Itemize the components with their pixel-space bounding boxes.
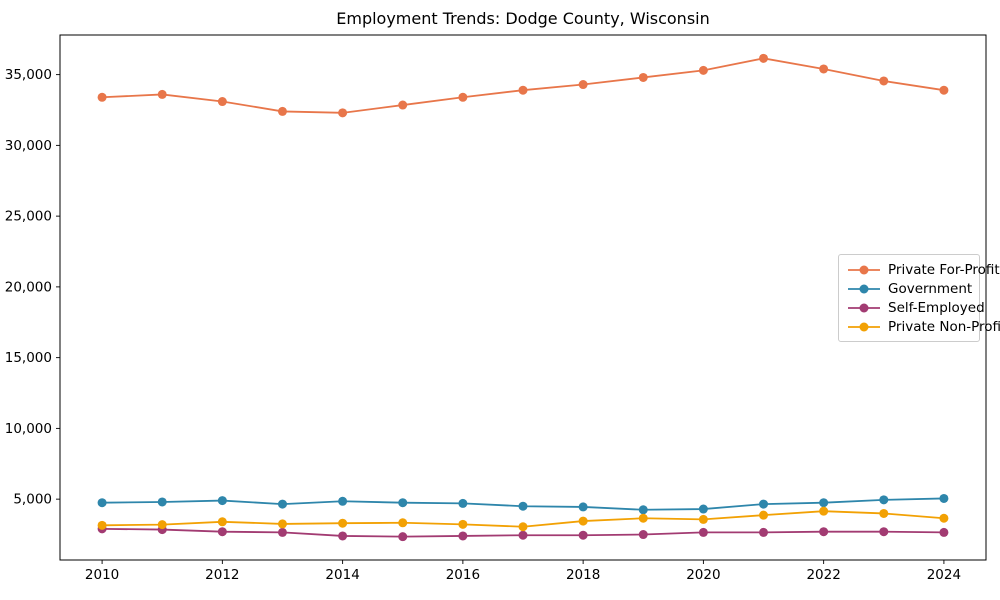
data-point-government-2014 bbox=[338, 496, 348, 506]
data-point-private-for-profit-2015 bbox=[398, 100, 408, 110]
data-point-government-2022 bbox=[819, 498, 829, 508]
data-point-private-for-profit-2013 bbox=[277, 106, 287, 116]
data-point-self-employed-2019 bbox=[638, 530, 648, 540]
data-point-government-2020 bbox=[698, 504, 708, 514]
data-point-self-employed-2024 bbox=[939, 527, 949, 537]
data-point-private-for-profit-2014 bbox=[338, 108, 348, 118]
y-tick-label: 10,000 bbox=[5, 421, 52, 437]
data-point-private-for-profit-2022 bbox=[819, 64, 829, 74]
plot-frame bbox=[59, 34, 987, 561]
data-point-private-for-profit-2018 bbox=[578, 80, 588, 90]
legend-item-self-employed: Self-Employed bbox=[847, 298, 985, 317]
data-point-private-for-profit-2010 bbox=[97, 92, 107, 102]
data-point-private-non-profit-2013 bbox=[277, 519, 287, 529]
data-point-private-for-profit-2019 bbox=[638, 72, 648, 82]
y-tick-label: 20,000 bbox=[5, 279, 52, 295]
legend-marker-private-for-profit bbox=[859, 265, 869, 274]
data-point-private-for-profit-2021 bbox=[759, 53, 769, 63]
legend-swatch-self-employed-icon bbox=[848, 303, 880, 312]
chart-title: Employment Trends: Dodge County, Wiscons… bbox=[336, 9, 710, 28]
x-tick-label: 2012 bbox=[205, 567, 239, 583]
data-point-private-for-profit-2020 bbox=[698, 65, 708, 75]
data-point-private-non-profit-2016 bbox=[458, 519, 468, 529]
data-point-private-non-profit-2012 bbox=[217, 517, 227, 527]
data-point-private-non-profit-2017 bbox=[518, 522, 528, 532]
data-point-self-employed-2023 bbox=[879, 527, 889, 537]
legend-label-private-non-profit: Private Non-Profit bbox=[888, 318, 1000, 335]
data-point-self-employed-2012 bbox=[217, 527, 227, 537]
data-point-private-non-profit-2018 bbox=[578, 516, 588, 526]
data-point-private-for-profit-2011 bbox=[157, 89, 167, 99]
data-point-government-2015 bbox=[398, 498, 408, 508]
data-point-private-for-profit-2012 bbox=[217, 97, 227, 107]
data-point-government-2019 bbox=[638, 505, 648, 515]
data-point-government-2021 bbox=[759, 499, 769, 509]
x-tick-label: 2020 bbox=[686, 567, 720, 583]
data-point-self-employed-2014 bbox=[338, 531, 348, 541]
legend-swatch-government-icon bbox=[848, 284, 880, 293]
data-point-private-non-profit-2021 bbox=[759, 510, 769, 520]
data-point-self-employed-2018 bbox=[578, 530, 588, 540]
legend-label-self-employed: Self-Employed bbox=[888, 299, 985, 316]
x-tick-label: 2014 bbox=[325, 567, 359, 583]
y-tick-label: 30,000 bbox=[5, 138, 52, 154]
data-point-private-non-profit-2024 bbox=[939, 513, 949, 523]
data-point-private-for-profit-2023 bbox=[879, 76, 889, 86]
data-point-self-employed-2021 bbox=[759, 527, 769, 537]
data-point-self-employed-2022 bbox=[819, 527, 829, 537]
y-tick-label: 5,000 bbox=[13, 492, 52, 508]
data-point-government-2013 bbox=[277, 499, 287, 509]
legend-item-government: Government bbox=[847, 279, 973, 298]
x-tick-label: 2016 bbox=[446, 567, 480, 583]
legend-swatch-private-for-profit-icon bbox=[848, 265, 880, 274]
data-point-private-non-profit-2010 bbox=[97, 520, 107, 530]
legend-item-private-non-profit: Private Non-Profit bbox=[847, 317, 1000, 336]
legend: Private For-Profit Government Self-Employe… bbox=[838, 254, 1000, 342]
legend-marker-government bbox=[859, 284, 869, 293]
data-point-self-employed-2017 bbox=[518, 530, 528, 540]
legend-item-private-for-profit: Private For-Profit bbox=[847, 260, 1000, 279]
x-tick-label: 2010 bbox=[85, 567, 119, 583]
legend-label-government: Government bbox=[888, 280, 973, 297]
data-point-self-employed-2016 bbox=[458, 531, 468, 541]
data-point-government-2023 bbox=[879, 495, 889, 505]
data-point-private-non-profit-2022 bbox=[819, 506, 829, 516]
y-tick-label: 35,000 bbox=[5, 67, 52, 83]
legend-label-private-for-profit: Private For-Profit bbox=[888, 261, 1000, 278]
y-tick-label: 25,000 bbox=[5, 209, 52, 225]
legend-marker-self-employed bbox=[859, 303, 869, 312]
legend-swatch-private-non-profit-icon bbox=[848, 322, 880, 331]
series-line-private-for-profit bbox=[102, 57, 945, 114]
data-point-private-for-profit-2024 bbox=[939, 85, 949, 95]
x-tick-label: 2018 bbox=[566, 567, 600, 583]
data-point-private-non-profit-2019 bbox=[638, 513, 648, 523]
data-point-private-non-profit-2023 bbox=[879, 508, 889, 518]
data-point-government-2010 bbox=[97, 498, 107, 508]
data-point-private-for-profit-2017 bbox=[518, 85, 528, 95]
data-point-self-employed-2020 bbox=[698, 527, 708, 537]
data-point-private-non-profit-2014 bbox=[338, 518, 348, 528]
y-tick-label: 15,000 bbox=[5, 350, 52, 366]
data-point-government-2016 bbox=[458, 498, 468, 508]
data-point-private-non-profit-2020 bbox=[698, 514, 708, 524]
data-point-government-2012 bbox=[217, 496, 227, 506]
data-point-government-2017 bbox=[518, 501, 528, 511]
data-point-self-employed-2013 bbox=[277, 527, 287, 537]
data-point-self-employed-2015 bbox=[398, 532, 408, 542]
x-tick-label: 2024 bbox=[927, 567, 961, 583]
data-point-private-non-profit-2011 bbox=[157, 520, 167, 530]
legend-marker-private-non-profit bbox=[859, 322, 869, 331]
x-tick-label: 2022 bbox=[806, 567, 840, 583]
data-point-government-2018 bbox=[578, 502, 588, 512]
data-point-private-non-profit-2015 bbox=[398, 518, 408, 528]
data-point-government-2024 bbox=[939, 493, 949, 503]
data-point-private-for-profit-2016 bbox=[458, 92, 468, 102]
data-point-government-2011 bbox=[157, 497, 167, 507]
